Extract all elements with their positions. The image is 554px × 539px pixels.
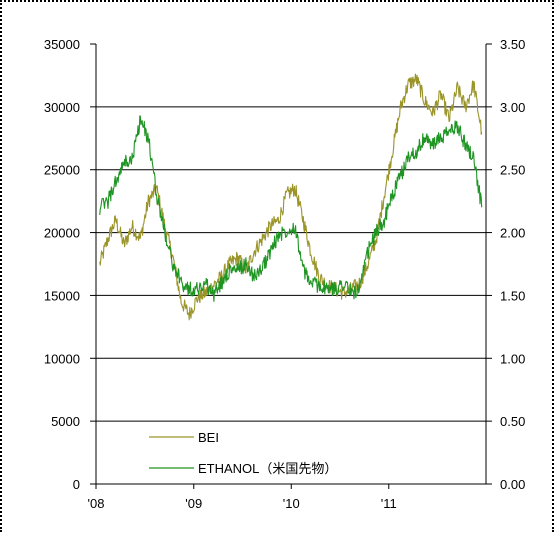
y-left-tick-label: 0 <box>73 477 80 492</box>
grid-layer <box>96 106 486 422</box>
y-right-tick-label: 3.00 <box>500 100 525 115</box>
y-left-tick-label: 15000 <box>44 288 80 303</box>
x-tick-label: '11 <box>381 496 397 511</box>
x-tick-label: '10 <box>283 496 300 511</box>
x-tick-label: '09 <box>185 496 202 511</box>
series-layer <box>99 73 483 321</box>
y-left-tick-label: 25000 <box>44 163 80 178</box>
axis-layer <box>90 43 492 489</box>
legend-label-bei: BEI <box>198 430 219 445</box>
x-tick-label: '08 <box>88 496 105 511</box>
series-line-ethanol <box>99 115 483 302</box>
legend-label-ethanol: ETHANOL（米国先物） <box>198 461 337 476</box>
y-right-tick-label: 0.50 <box>500 414 525 429</box>
series-line-bei <box>99 73 483 321</box>
y-left-tick-label: 20000 <box>44 226 80 241</box>
y-left-tick-label: 35000 <box>44 37 80 52</box>
tick-layer: 35000 30000 25000 20000 15000 10000 5000 0 3.50 3… <box>44 37 525 511</box>
y-left-tick-label: 30000 <box>44 100 80 115</box>
y-right-tick-label: 2.00 <box>500 226 525 241</box>
y-right-tick-label: 1.50 <box>500 288 525 303</box>
y-left-tick-label: 10000 <box>44 351 80 366</box>
y-left-tick-label: 5000 <box>51 414 80 429</box>
legend: BEI ETHANOL（米国先物） <box>149 430 337 476</box>
y-right-tick-label: 3.50 <box>500 37 525 52</box>
y-right-tick-label: 0.00 <box>500 477 525 492</box>
y-right-tick-label: 1.00 <box>500 351 525 366</box>
y-right-tick-label: 2.50 <box>500 163 525 178</box>
